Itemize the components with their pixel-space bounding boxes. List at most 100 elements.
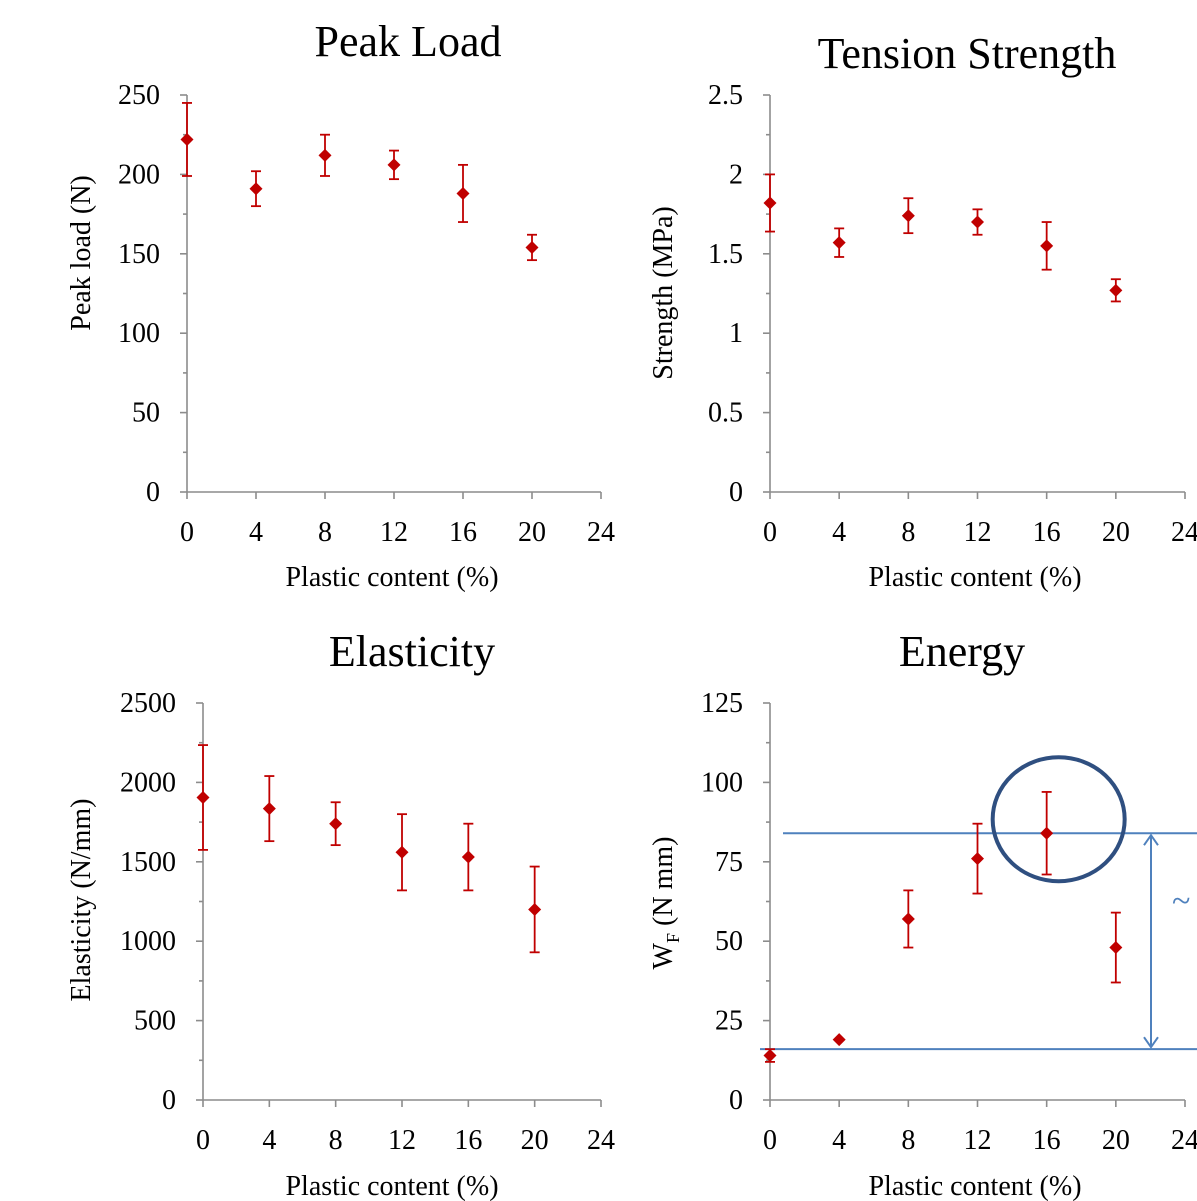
- data-point: [1040, 826, 1054, 840]
- x-tick-label: 20: [1102, 1125, 1130, 1156]
- data-points: [763, 826, 1123, 1063]
- y-axis-label: Strength (MPa): [648, 206, 679, 379]
- x-tick-labels: 0 4 8 12 16 20 24: [763, 517, 1197, 548]
- x-tick-label: 8: [901, 1125, 915, 1156]
- y-label-unit: (N mm): [648, 837, 679, 933]
- x-tick-label: 12: [964, 517, 992, 548]
- annotations: ~: [760, 755, 1197, 1051]
- axes: [763, 94, 1186, 499]
- y-axis-label: Elasticity (N/mm): [66, 799, 97, 1002]
- x-axis-label: Plastic content (%): [285, 562, 498, 593]
- x-tick-label: 8: [901, 517, 915, 548]
- x-axis-label: Plastic content (%): [285, 1171, 498, 1201]
- data-point: [832, 1033, 846, 1047]
- y-tick-label: 125: [701, 688, 743, 719]
- data-point: [525, 240, 539, 254]
- y-tick-label: 1000: [120, 926, 176, 957]
- x-tick-label: 24: [1171, 517, 1197, 548]
- x-tick-labels: 0 4 8 12 16 20 24: [180, 517, 615, 548]
- data-point: [901, 912, 915, 926]
- data-point: [329, 817, 343, 831]
- x-tick-labels: 0 4 8 12 16 20 24: [763, 1125, 1197, 1156]
- y-tick-labels: 0 50 100 150 200 250: [118, 80, 160, 508]
- y-axis-label: Peak load (N): [66, 175, 97, 331]
- y-tick-label: 0: [146, 477, 160, 508]
- y-tick-label: 100: [118, 318, 160, 349]
- y-tick-label: 0: [729, 477, 743, 508]
- y-tick-label: 200: [118, 159, 160, 190]
- x-tick-label: 4: [262, 1125, 276, 1156]
- x-tick-label: 12: [388, 1125, 416, 1156]
- y-tick-label: 150: [118, 239, 160, 270]
- y-label-main: W: [648, 942, 679, 969]
- error-bars: [198, 744, 540, 954]
- y-tick-label: 0.5: [708, 398, 743, 429]
- y-tick-labels: 0 0.5 1 1.5 2 2.5: [708, 80, 743, 508]
- axes: [763, 702, 1186, 1107]
- panel-energy: Energy Plastic content (%) WF (N mm) 0 4 8…: [648, 627, 1197, 1201]
- data-point: [971, 852, 984, 866]
- x-tick-label: 16: [1033, 1125, 1061, 1156]
- x-tick-label: 16: [454, 1125, 482, 1156]
- panel-title: Tension Strength: [818, 29, 1117, 78]
- y-tick-label: 75: [715, 847, 743, 878]
- y-tick-label: 250: [118, 80, 160, 111]
- y-tick-label: 50: [132, 398, 160, 429]
- x-tick-label: 0: [196, 1125, 210, 1156]
- x-tick-label: 12: [380, 517, 408, 548]
- panel-tension-strength: Tension Strength Plastic content (%) Str…: [648, 29, 1197, 593]
- panel-title: Elasticity: [329, 627, 495, 676]
- x-tick-label: 0: [763, 1125, 777, 1156]
- data-point: [249, 182, 263, 196]
- data-point: [1040, 239, 1054, 253]
- data-point: [387, 158, 401, 172]
- y-tick-labels: 0 500 1000 1500 2000 2500: [120, 688, 176, 1116]
- data-point: [763, 1049, 777, 1063]
- data-point: [901, 209, 915, 223]
- y-tick-label: 2: [729, 159, 743, 190]
- data-point: [395, 845, 409, 859]
- x-tick-label: 12: [964, 1125, 992, 1156]
- data-point: [456, 186, 470, 200]
- x-tick-label: 20: [521, 1125, 549, 1156]
- y-tick-label: 50: [715, 926, 743, 957]
- y-label-subscript: F: [663, 933, 683, 943]
- data-point: [180, 132, 194, 146]
- x-tick-label: 24: [1171, 1125, 1197, 1156]
- y-tick-label: 2500: [120, 688, 176, 719]
- x-tick-label: 16: [449, 517, 477, 548]
- data-point: [262, 802, 276, 816]
- data-points: [196, 790, 542, 916]
- x-tick-label: 20: [1102, 517, 1130, 548]
- x-tick-label: 16: [1033, 517, 1061, 548]
- y-tick-label: 1500: [120, 847, 176, 878]
- y-tick-label: 2000: [120, 767, 176, 798]
- axes: [180, 94, 602, 499]
- panel-elasticity: Elasticity Plastic content (%) Elasticit…: [66, 627, 615, 1201]
- y-tick-label: 1: [729, 318, 743, 349]
- data-point: [318, 148, 332, 162]
- x-tick-label: 0: [180, 517, 194, 548]
- highlight-circle: [990, 755, 1127, 884]
- error-bars: [765, 173, 1121, 303]
- y-tick-label: 1.5: [708, 239, 743, 270]
- x-tick-label: 8: [318, 517, 332, 548]
- x-tick-label: 4: [832, 517, 846, 548]
- panel-title: Peak Load: [315, 17, 502, 66]
- axes: [196, 702, 602, 1107]
- data-point: [196, 790, 210, 804]
- data-point: [1109, 941, 1123, 955]
- panel-title: Energy: [899, 627, 1025, 676]
- y-axis-label: WF (N mm): [648, 837, 683, 970]
- data-points: [763, 196, 1123, 297]
- x-tick-label: 20: [518, 517, 546, 548]
- x-tick-label: 24: [587, 517, 615, 548]
- x-tick-label: 4: [249, 517, 263, 548]
- data-points: [180, 132, 539, 254]
- data-point: [461, 850, 475, 864]
- y-tick-label: 0: [162, 1085, 176, 1116]
- panel-peak-load: Peak Load Plastic content (%) Peak load …: [66, 17, 615, 593]
- y-tick-label: 2.5: [708, 80, 743, 111]
- data-point: [832, 236, 846, 250]
